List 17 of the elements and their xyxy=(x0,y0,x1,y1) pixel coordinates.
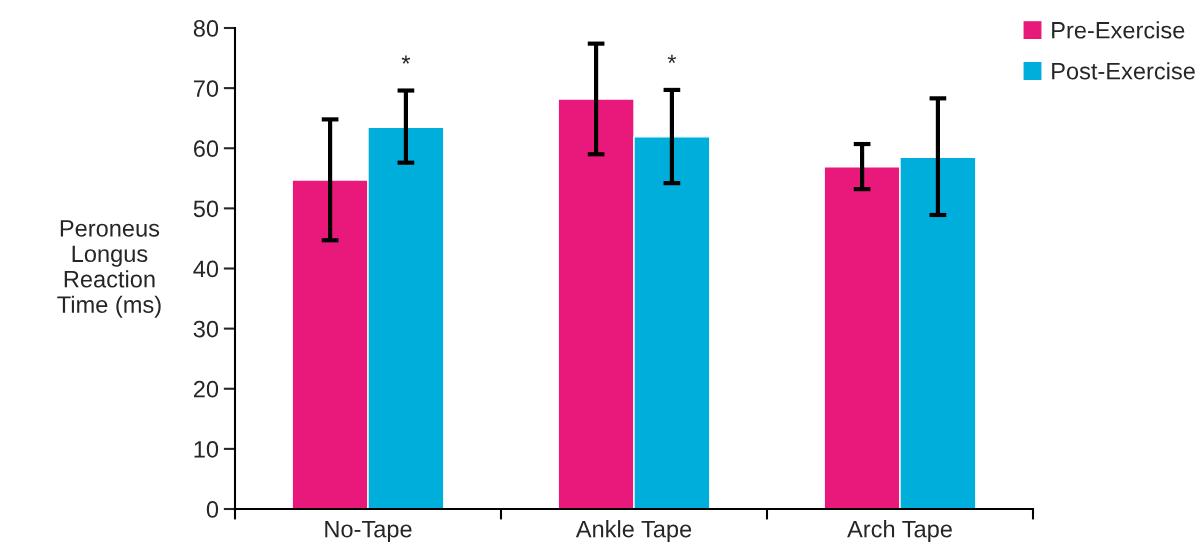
annotation: * xyxy=(667,54,677,64)
y-tick-label: 80 xyxy=(193,20,219,37)
y-tick-label: 60 xyxy=(193,140,219,158)
y-tick-label: 0 xyxy=(206,501,219,518)
y-tick-label: 30 xyxy=(193,320,219,338)
x-tick-label: Ankle Tape xyxy=(575,520,692,543)
y-tick-label: 20 xyxy=(193,380,219,398)
annotation: * xyxy=(401,55,411,64)
y-axis-title: Peroneus Longus Reaction Time (ms) xyxy=(57,220,161,318)
y-tick-label: 50 xyxy=(193,200,219,218)
y-tick-label: 10 xyxy=(194,440,219,458)
legend-label: Pre-Exercise xyxy=(1052,21,1185,39)
x-tick-label: No-Tape xyxy=(325,520,412,543)
legend-label: Post-Exercise xyxy=(1052,62,1195,80)
y-tick-label: 40 xyxy=(193,260,219,278)
y-tick-label: 70 xyxy=(193,80,219,97)
x-tick-label: Arch Tape xyxy=(847,520,952,543)
